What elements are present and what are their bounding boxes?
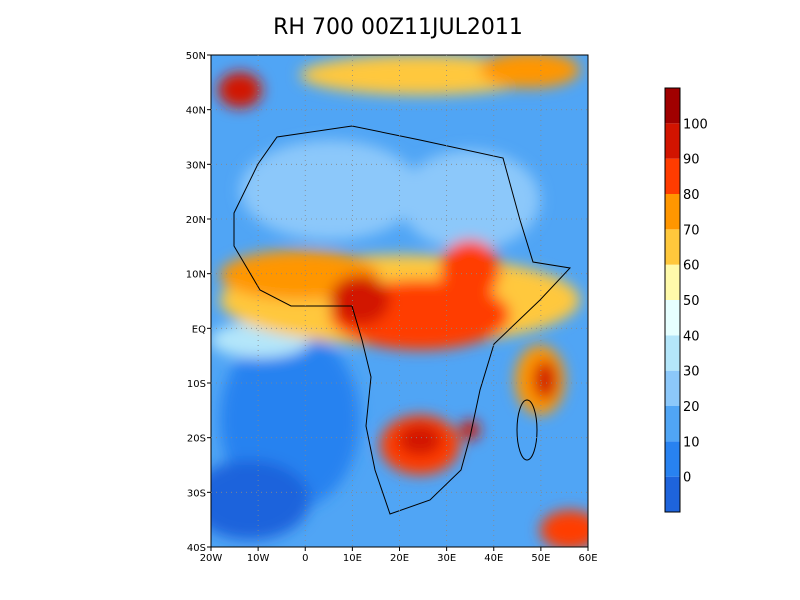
colorbar-label: 70 bbox=[683, 223, 700, 238]
rh-field bbox=[211, 55, 588, 547]
lon-label: 50E bbox=[531, 553, 550, 564]
lon-label: 20W bbox=[200, 553, 223, 564]
lat-label: 20N bbox=[186, 215, 206, 226]
madagascar-outline bbox=[516, 399, 538, 461]
colorbar-label: 20 bbox=[683, 400, 700, 415]
lat-label: 10S bbox=[187, 379, 206, 390]
axis-labels: 20W 10W 0 10E 20E 30E 40E 50E 60E 50N 40N 30N 20N 10N… bbox=[186, 51, 598, 564]
lon-label: 10W bbox=[247, 553, 270, 564]
colorbar: 0 10 20 30 40 50 60 70 80 90 100 bbox=[664, 87, 708, 513]
colorbar-label: 30 bbox=[683, 365, 700, 380]
lon-label: 0 bbox=[302, 553, 308, 564]
colorbar-swatch bbox=[665, 406, 680, 442]
colorbar-frame bbox=[664, 87, 681, 513]
colorbar-label: 50 bbox=[683, 294, 700, 309]
lat-label: 40N bbox=[186, 106, 206, 117]
colorbar-swatch bbox=[665, 264, 680, 300]
colorbar-swatch bbox=[665, 123, 680, 159]
lat-label: 30S bbox=[187, 488, 206, 499]
colorbar-swatch bbox=[665, 370, 680, 406]
lon-label: 30E bbox=[437, 553, 456, 564]
colorbar-swatch bbox=[665, 441, 680, 477]
colorbar-label: 60 bbox=[683, 259, 700, 274]
lat-label: EQ bbox=[192, 324, 206, 335]
lat-label: 40S bbox=[187, 543, 206, 554]
coastline bbox=[233, 125, 572, 515]
colorbar-label: 40 bbox=[683, 329, 700, 344]
colorbar-swatch bbox=[665, 194, 680, 230]
colorbar-swatch bbox=[665, 335, 680, 371]
colorbar-swatch bbox=[665, 476, 680, 512]
lat-label: 10N bbox=[186, 270, 206, 281]
lon-label: 10E bbox=[343, 553, 362, 564]
colorbar-swatch bbox=[665, 158, 680, 194]
lon-label: 20E bbox=[390, 553, 409, 564]
colorbar-label: 10 bbox=[683, 435, 700, 450]
lat-label: 30N bbox=[186, 160, 206, 171]
colorbar-swatch bbox=[665, 229, 680, 265]
lat-label: 20S bbox=[187, 434, 206, 445]
colorbar-label: 100 bbox=[683, 117, 708, 132]
lon-label: 40E bbox=[484, 553, 503, 564]
colorbar-label: 90 bbox=[683, 153, 700, 168]
colorbar-swatch bbox=[665, 300, 680, 336]
colorbar-label: 80 bbox=[683, 188, 700, 203]
lon-label: 60E bbox=[578, 553, 597, 564]
colorbar-label: 0 bbox=[683, 471, 691, 486]
map-title: RH 700 00Z11JUL2011 bbox=[273, 15, 523, 40]
lat-label: 50N bbox=[186, 51, 206, 62]
colorbar-swatch bbox=[665, 88, 680, 124]
